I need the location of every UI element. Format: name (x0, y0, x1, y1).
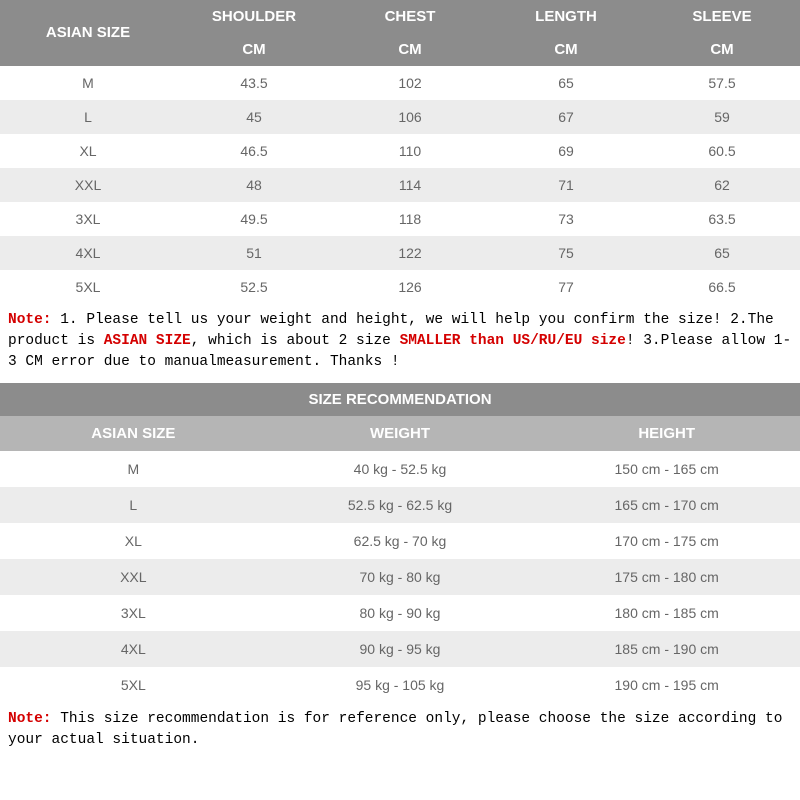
rec-size-cell: M (0, 451, 267, 487)
measure-cell: 48 (176, 168, 332, 202)
rec-header-size: ASIAN SIZE (0, 416, 267, 451)
measure-cell: 73 (488, 202, 644, 236)
measure-cell: 67 (488, 100, 644, 134)
note-asian-bold: ASIAN SIZE (104, 333, 191, 349)
rec-height-cell: 165 cm - 170 cm (533, 487, 800, 523)
rec-height-cell: 190 cm - 195 cm (533, 667, 800, 703)
rec-weight-cell: 70 kg - 80 kg (267, 559, 534, 595)
rec-size-cell: XXL (0, 559, 267, 595)
measure-cell: 51 (176, 236, 332, 270)
recommendation-header: SIZE RECOMMENDATION ASIAN SIZE WEIGHT HE… (0, 383, 800, 451)
size-cell: XL (0, 134, 176, 168)
measure-cell: 45 (176, 100, 332, 134)
header-length-unit: CM (488, 33, 644, 66)
measure-cell: 71 (488, 168, 644, 202)
rec-height-cell: 170 cm - 175 cm (533, 523, 800, 559)
measure-cell: 110 (332, 134, 488, 168)
note-smaller-bold: SMALLER than US/RU/EU size (400, 333, 626, 349)
rec-weight-cell: 52.5 kg - 62.5 kg (267, 487, 534, 523)
rec-height-cell: 185 cm - 190 cm (533, 631, 800, 667)
measure-cell: 52.5 (176, 270, 332, 304)
header-asian-size: ASIAN SIZE (0, 0, 176, 66)
rec-height-cell: 180 cm - 185 cm (533, 595, 800, 631)
measure-cell: 43.5 (176, 66, 332, 100)
size-cell: 3XL (0, 202, 176, 236)
rec-height-cell: 150 cm - 165 cm (533, 451, 800, 487)
table-row: 3XL80 kg - 90 kg180 cm - 185 cm (0, 595, 800, 631)
recommendation-body: M40 kg - 52.5 kg150 cm - 165 cmL52.5 kg … (0, 451, 800, 703)
header-chest: CHEST (332, 0, 488, 33)
header-shoulder-unit: CM (176, 33, 332, 66)
rec-weight-cell: 40 kg - 52.5 kg (267, 451, 534, 487)
size-cell: 4XL (0, 236, 176, 270)
note-label: Note: (8, 312, 52, 328)
size-cell: M (0, 66, 176, 100)
size-cell: 5XL (0, 270, 176, 304)
measure-cell: 114 (332, 168, 488, 202)
table-row: M43.51026557.5 (0, 66, 800, 100)
header-sleeve: SLEEVE (644, 0, 800, 33)
measure-cell: 126 (332, 270, 488, 304)
measure-cell: 75 (488, 236, 644, 270)
rec-weight-cell: 95 kg - 105 kg (267, 667, 534, 703)
rec-height-cell: 175 cm - 180 cm (533, 559, 800, 595)
header-shoulder: SHOULDER (176, 0, 332, 33)
rec-size-cell: 3XL (0, 595, 267, 631)
table-row: XL46.51106960.5 (0, 134, 800, 168)
measure-cell: 66.5 (644, 270, 800, 304)
recommendation-title: SIZE RECOMMENDATION (0, 383, 800, 416)
size-chart-body: M43.51026557.5L451066759XL46.51106960.5X… (0, 66, 800, 304)
rec-header-height: HEIGHT (533, 416, 800, 451)
table-row: 5XL52.51267766.5 (0, 270, 800, 304)
measure-cell: 65 (644, 236, 800, 270)
measure-cell: 122 (332, 236, 488, 270)
table-row: L451066759 (0, 100, 800, 134)
note-recommendation: Note: This size recommendation is for re… (0, 703, 800, 761)
header-length: LENGTH (488, 0, 644, 33)
note-text-2: , which is about 2 size (191, 333, 400, 349)
measure-cell: 65 (488, 66, 644, 100)
measure-cell: 46.5 (176, 134, 332, 168)
header-sleeve-unit: CM (644, 33, 800, 66)
size-cell: L (0, 100, 176, 134)
recommendation-table: SIZE RECOMMENDATION ASIAN SIZE WEIGHT HE… (0, 383, 800, 703)
size-cell: XXL (0, 168, 176, 202)
size-chart-header: ASIAN SIZE SHOULDER CHEST LENGTH SLEEVE … (0, 0, 800, 66)
measure-cell: 77 (488, 270, 644, 304)
table-row: M40 kg - 52.5 kg150 cm - 165 cm (0, 451, 800, 487)
table-row: 3XL49.51187363.5 (0, 202, 800, 236)
table-row: 4XL511227565 (0, 236, 800, 270)
measure-cell: 60.5 (644, 134, 800, 168)
table-row: 5XL95 kg - 105 kg190 cm - 195 cm (0, 667, 800, 703)
rec-weight-cell: 80 kg - 90 kg (267, 595, 534, 631)
table-row: 4XL90 kg - 95 kg185 cm - 190 cm (0, 631, 800, 667)
rec-size-cell: XL (0, 523, 267, 559)
rec-size-cell: L (0, 487, 267, 523)
header-chest-unit: CM (332, 33, 488, 66)
rec-size-cell: 4XL (0, 631, 267, 667)
note2-label: Note: (8, 711, 52, 727)
measure-cell: 63.5 (644, 202, 800, 236)
table-row: L52.5 kg - 62.5 kg165 cm - 170 cm (0, 487, 800, 523)
measure-cell: 59 (644, 100, 800, 134)
measure-cell: 118 (332, 202, 488, 236)
table-row: XXL70 kg - 80 kg175 cm - 180 cm (0, 559, 800, 595)
table-row: XXL481147162 (0, 168, 800, 202)
note-asian-size: Note: 1. Please tell us your weight and … (0, 304, 800, 383)
rec-header-weight: WEIGHT (267, 416, 534, 451)
note2-text: This size recommendation is for referenc… (8, 711, 782, 748)
measure-cell: 106 (332, 100, 488, 134)
measure-cell: 102 (332, 66, 488, 100)
measure-cell: 62 (644, 168, 800, 202)
rec-size-cell: 5XL (0, 667, 267, 703)
measure-cell: 69 (488, 134, 644, 168)
measure-cell: 49.5 (176, 202, 332, 236)
rec-weight-cell: 90 kg - 95 kg (267, 631, 534, 667)
size-chart-table: ASIAN SIZE SHOULDER CHEST LENGTH SLEEVE … (0, 0, 800, 304)
table-row: XL62.5 kg - 70 kg170 cm - 175 cm (0, 523, 800, 559)
measure-cell: 57.5 (644, 66, 800, 100)
rec-weight-cell: 62.5 kg - 70 kg (267, 523, 534, 559)
